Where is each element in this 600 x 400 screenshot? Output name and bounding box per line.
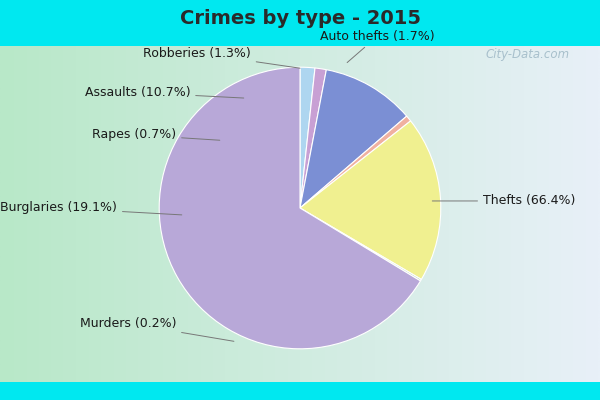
Wedge shape: [300, 67, 315, 208]
Text: Assaults (10.7%): Assaults (10.7%): [85, 86, 244, 99]
Wedge shape: [300, 208, 421, 281]
Text: Crimes by type - 2015: Crimes by type - 2015: [179, 8, 421, 28]
Wedge shape: [300, 121, 441, 280]
Wedge shape: [300, 70, 407, 208]
Wedge shape: [300, 116, 410, 208]
Text: City-Data.com: City-Data.com: [486, 48, 570, 61]
Text: Rapes (0.7%): Rapes (0.7%): [92, 128, 220, 141]
Text: Thefts (66.4%): Thefts (66.4%): [433, 194, 575, 208]
Text: Murders (0.2%): Murders (0.2%): [80, 317, 234, 341]
Wedge shape: [159, 67, 421, 349]
Wedge shape: [300, 68, 326, 208]
Text: Robberies (1.3%): Robberies (1.3%): [143, 47, 300, 68]
Text: Auto thefts (1.7%): Auto thefts (1.7%): [320, 30, 435, 62]
Text: Burglaries (19.1%): Burglaries (19.1%): [0, 202, 182, 215]
